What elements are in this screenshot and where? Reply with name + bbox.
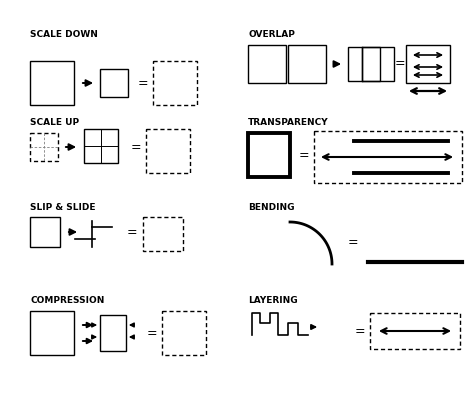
Text: =: =: [131, 141, 141, 154]
Bar: [30, 218, 60, 247]
Bar: [146, 130, 190, 173]
Text: SLIP & SLIDE: SLIP & SLIDE: [30, 202, 96, 211]
Bar: [348, 48, 380, 82]
Bar: [362, 48, 394, 82]
Text: =: =: [127, 226, 137, 239]
Text: BENDING: BENDING: [248, 202, 295, 211]
Bar: [30, 311, 74, 355]
Bar: [162, 311, 206, 355]
Bar: [30, 62, 74, 106]
Text: =: =: [138, 77, 149, 90]
Bar: [30, 134, 58, 161]
Bar: [370, 313, 460, 349]
Text: =: =: [355, 325, 365, 338]
Bar: [248, 134, 290, 178]
Bar: [153, 62, 197, 106]
Bar: [314, 132, 462, 183]
Text: SCALE DOWN: SCALE DOWN: [30, 30, 98, 39]
Bar: [84, 130, 118, 164]
Bar: [406, 46, 450, 84]
Text: TRANSPARENCY: TRANSPARENCY: [248, 118, 329, 127]
Text: =: =: [298, 149, 309, 162]
Text: COMPRESSION: COMPRESSION: [30, 295, 105, 304]
Text: SCALE UP: SCALE UP: [30, 118, 79, 127]
Text: =: =: [348, 236, 359, 249]
Text: =: =: [394, 57, 405, 70]
Text: OVERLAP: OVERLAP: [248, 30, 295, 39]
Bar: [288, 46, 326, 84]
Bar: [248, 46, 286, 84]
Bar: [100, 315, 126, 351]
Bar: [100, 70, 128, 98]
Bar: [143, 218, 183, 252]
Text: LAYERING: LAYERING: [248, 295, 298, 304]
Text: =: =: [147, 327, 158, 339]
